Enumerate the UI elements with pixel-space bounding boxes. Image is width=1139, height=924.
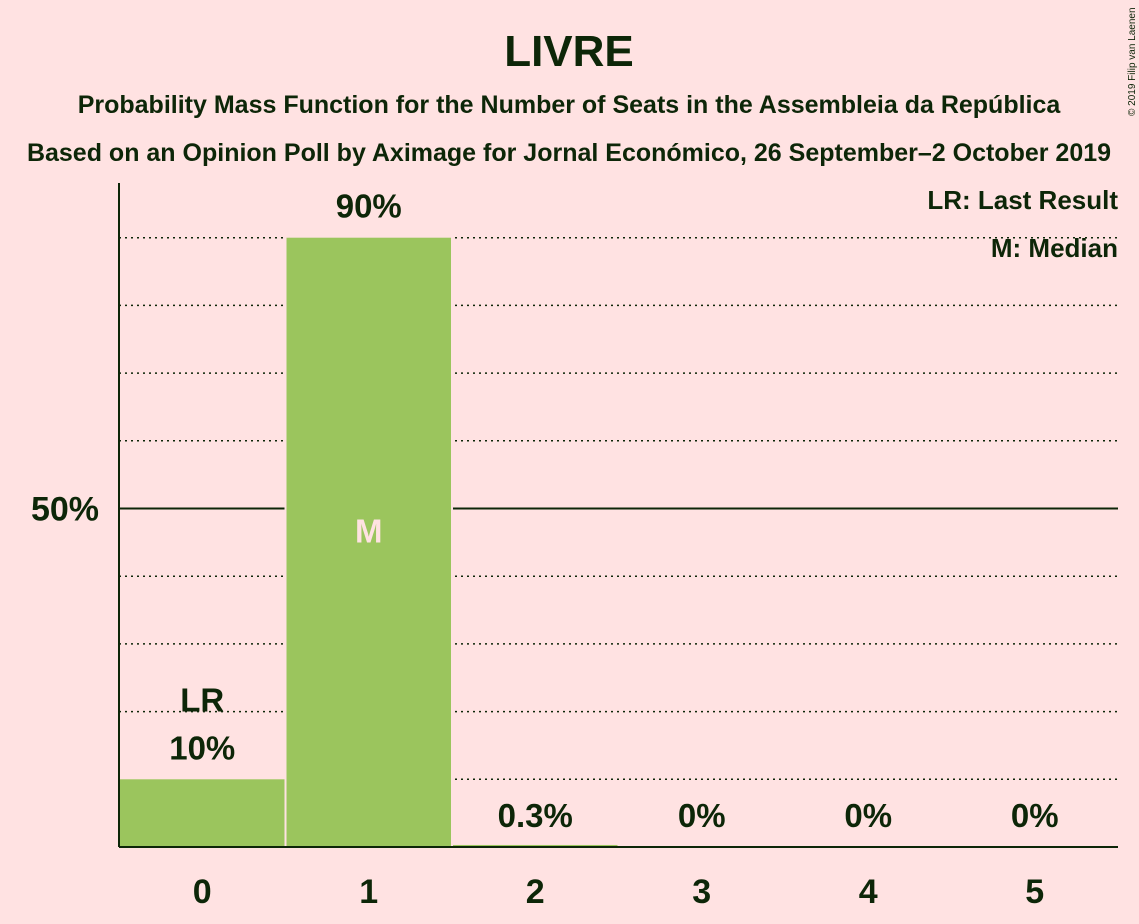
chart-subtitle: Probability Mass Function for the Number… [78, 91, 1062, 119]
median-marker: M [355, 512, 383, 549]
bar-value-label: 0% [1011, 797, 1059, 834]
chart-subtitle-source: Based on an Opinion Poll by Aximage for … [27, 139, 1111, 167]
bar-value-label: 0.3% [498, 797, 573, 834]
bar-value-label: 90% [336, 188, 402, 225]
legend-last-result: LR: Last Result [927, 185, 1118, 215]
chart-title: LIVRE [504, 27, 634, 76]
bar-2 [453, 844, 618, 847]
x-tick-label: 0 [193, 873, 212, 911]
bar-value-label: 10% [169, 729, 235, 766]
bar-value-label: 0% [844, 797, 892, 834]
copyright-notice: © 2019 Filip van Laenen [1127, 7, 1138, 116]
bar-value-label: 0% [678, 797, 726, 834]
bar-1 [286, 237, 451, 847]
x-tick-label: 4 [859, 873, 878, 911]
plot-area: 50% 10% 0 LR 90% 1 M 0.3% 2 0% 3 0% 4 0% 5 [31, 183, 1118, 911]
x-tick-label: 2 [526, 873, 545, 911]
bar-0 [120, 779, 285, 847]
x-tick-label: 5 [1025, 873, 1044, 911]
legend-median: M: Median [991, 233, 1118, 263]
x-tick-label: 1 [359, 873, 378, 911]
y-tick-label: 50% [31, 491, 99, 529]
last-result-marker: LR [180, 681, 224, 718]
x-tick-label: 3 [692, 873, 711, 911]
